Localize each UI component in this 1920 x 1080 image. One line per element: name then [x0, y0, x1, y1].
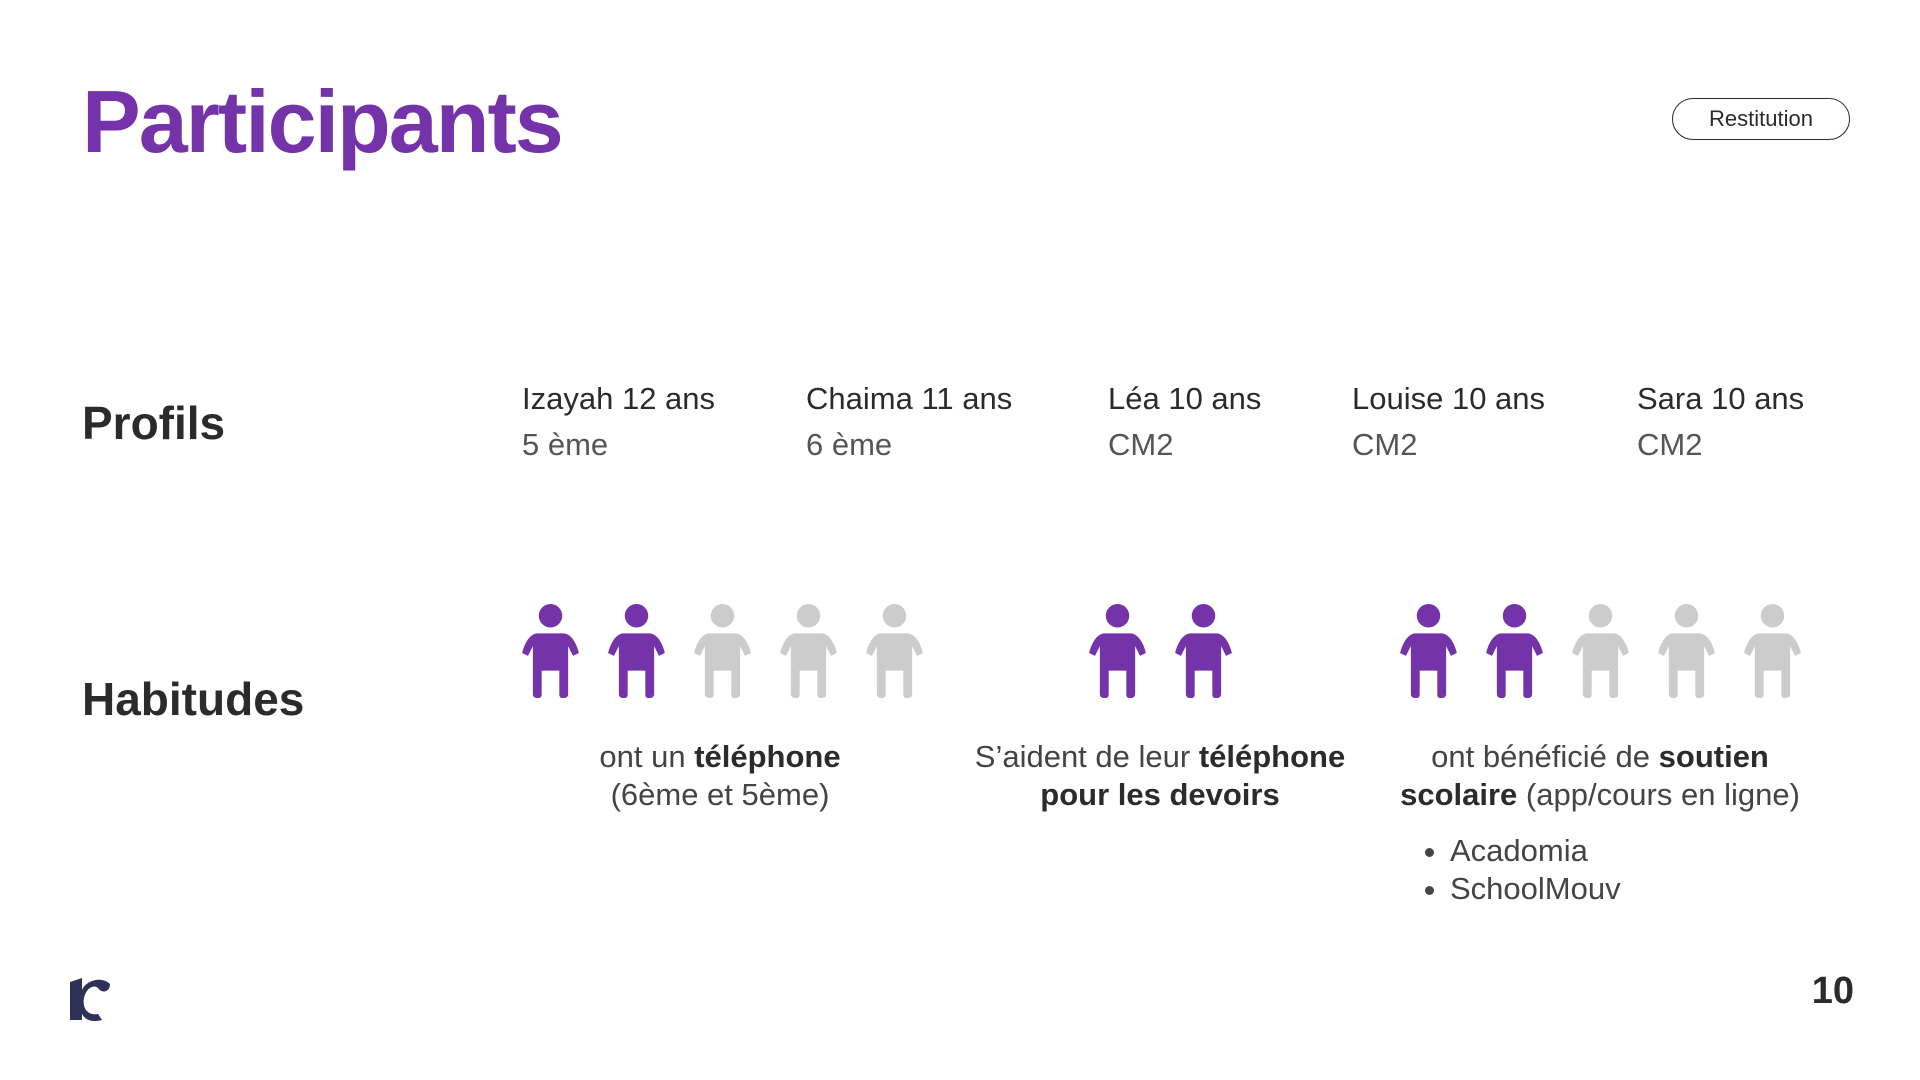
person-icon [1400, 604, 1457, 698]
profile-name: Léa 10 ans [1108, 381, 1262, 416]
profile-grade: 5 ème [522, 427, 609, 462]
person-icon [522, 604, 579, 698]
person-icon [1572, 604, 1629, 698]
profile-name: Louise 10 ans [1352, 381, 1546, 416]
page-title: Participants [82, 72, 564, 171]
habit-tutoring-icons [1399, 604, 1802, 698]
profile-card: Louise 10 ans CM2 [1352, 376, 1545, 468]
habit-caption-homework: S’aident de leur téléphone pour les devo… [974, 739, 1346, 812]
tutoring-list: Acadomia SchoolMouv [1420, 832, 1621, 908]
profile-grade: CM2 [1108, 427, 1174, 462]
profile-name: Chaima 11 ans [806, 381, 1013, 416]
list-item: SchoolMouv [1450, 870, 1621, 908]
habit-caption-phone: ont un téléphone (6ème et 5ème) [599, 739, 841, 812]
person-icon [1744, 604, 1801, 698]
profile-grade: 6 ème [806, 427, 893, 462]
person-icon [1486, 604, 1543, 698]
person-icon [694, 604, 751, 698]
person-icon [1658, 604, 1715, 698]
person-icon [866, 604, 923, 698]
section-tag: Restitution [1672, 98, 1850, 140]
habit-phone-icons [521, 604, 924, 698]
profile-grade: CM2 [1637, 427, 1703, 462]
profile-card: Sara 10 ans CM2 [1637, 376, 1804, 468]
habit-homework-icons [1088, 604, 1233, 698]
list-item: Acadomia [1450, 832, 1621, 870]
person-icon [608, 604, 665, 698]
page-number: 10 [1811, 970, 1854, 1012]
habit-caption-tutoring: ont bénéficié de soutien scolaire (app/c… [1400, 739, 1800, 812]
person-icon [780, 604, 837, 698]
person-icon [1089, 604, 1146, 698]
profile-card: Chaima 11 ans 6 ème [806, 376, 1012, 468]
profiles-label: Profils [82, 397, 226, 449]
profile-name: Sara 10 ans [1637, 381, 1805, 416]
profile-name: Izayah 12 ans [522, 381, 716, 416]
habits-label: Habitudes [82, 673, 305, 725]
profile-card: Izayah 12 ans 5 ème [522, 376, 715, 468]
brand-logo-icon [70, 978, 110, 1022]
person-icon [1175, 604, 1232, 698]
profile-grade: CM2 [1352, 427, 1418, 462]
profile-card: Léa 10 ans CM2 [1108, 376, 1261, 468]
